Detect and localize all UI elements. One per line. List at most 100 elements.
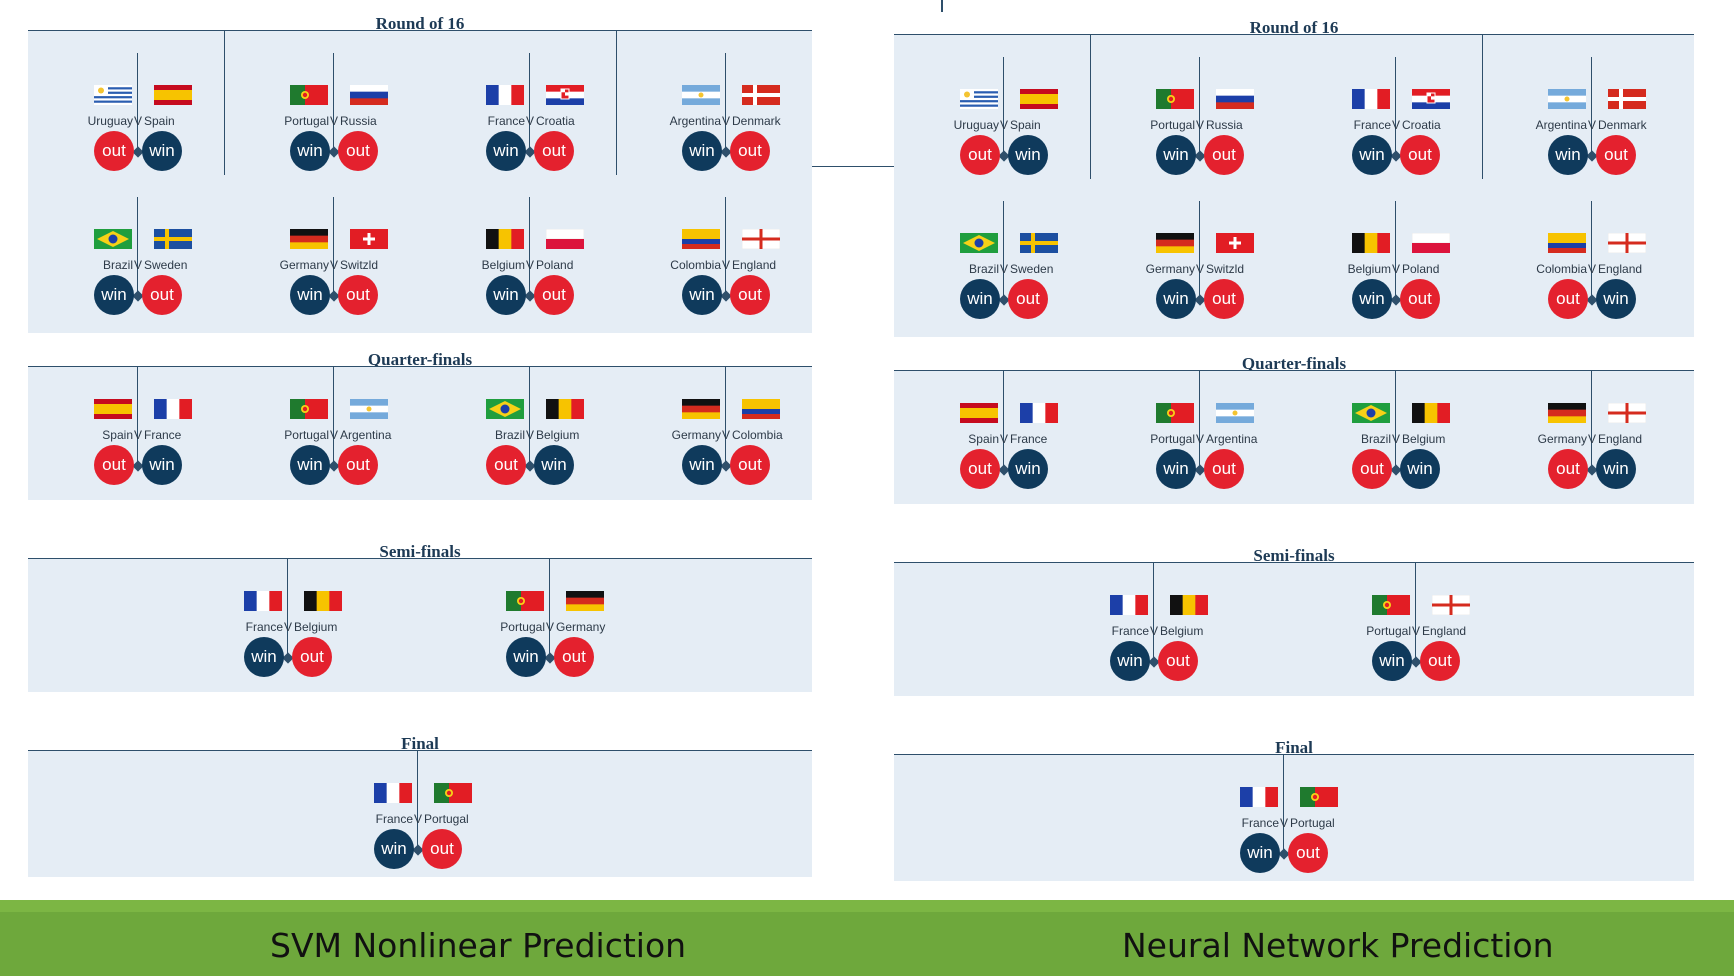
home-result-badge: win	[244, 637, 284, 677]
match: Colombia V England win out	[670, 197, 780, 325]
round-title: Round of 16	[375, 14, 465, 33]
away-result-badge: out	[730, 275, 770, 315]
away-result-badge: out	[1420, 641, 1460, 681]
home-result-badge: win	[94, 275, 134, 315]
france-flag-icon	[154, 399, 192, 419]
versus-label: V	[1391, 432, 1400, 446]
belgium-flag-icon	[486, 229, 524, 249]
round-top-line	[894, 562, 1694, 563]
away-team-name: England	[1598, 432, 1643, 446]
home-team-name: Spain	[968, 432, 999, 446]
match-connector-line	[1003, 57, 1004, 157]
versus-label: V	[721, 428, 730, 442]
home-result-badge: win	[1352, 135, 1392, 175]
match-connector-line	[725, 53, 726, 153]
away-result-badge: out	[142, 275, 182, 315]
home-team-name: France	[1111, 624, 1149, 638]
portugal-flag-icon	[1156, 89, 1194, 109]
bracket-divider	[1482, 35, 1483, 179]
home-result-badge: win	[1240, 833, 1280, 873]
neural-network-prediction-label: Neural Network Prediction	[1122, 926, 1554, 965]
match: Brazil V Sweden win out	[954, 201, 1058, 329]
colombia-flag-icon	[1548, 233, 1586, 253]
match-connector-line	[1395, 201, 1396, 301]
away-team-name: Croatia	[536, 114, 575, 128]
match-connector-line	[333, 367, 334, 467]
away-result-badge: out	[292, 637, 332, 677]
denmark-flag-icon	[742, 85, 780, 105]
versus-label: V	[1195, 118, 1204, 132]
match-connector-line	[529, 367, 530, 467]
away-result-badge: out	[1596, 135, 1636, 175]
match-connector-line	[1199, 201, 1200, 301]
round-quarter-finals: Quarter-finals Spain V France out win Portugal…	[894, 354, 1694, 504]
home-team-name: Brazil	[1360, 432, 1391, 446]
round-semi-finals: Semi-finals France V Belgium win out Portugal V…	[28, 542, 812, 692]
round-top-line	[894, 34, 1694, 35]
versus-label: V	[329, 114, 338, 128]
round-box: Spain V France out win Portugal V Argentina win o…	[894, 371, 1694, 504]
match-connector-line	[1591, 201, 1592, 301]
home-result-badge: win	[682, 275, 722, 315]
home-team-name: Argentina	[669, 114, 721, 128]
match-connector-line	[529, 197, 530, 297]
round-top-line	[28, 366, 812, 367]
belgium-flag-icon	[1170, 595, 1208, 615]
away-team-name: Poland	[1402, 262, 1440, 276]
versus-label: V	[525, 428, 534, 442]
home-team-name: Portugal	[284, 114, 329, 128]
match-connector-line	[1591, 371, 1592, 471]
match: Belgium V Poland win out	[480, 197, 584, 325]
round-title: Semi-finals	[379, 542, 461, 561]
away-team-name: Spain	[1010, 118, 1041, 132]
poland-flag-icon	[1412, 233, 1450, 253]
versus-label: V	[1391, 262, 1400, 276]
footer-bar: SVM Nonlinear Prediction Neural Network …	[0, 900, 1734, 976]
france-flag-icon	[1020, 403, 1058, 423]
away-result-badge: out	[730, 131, 770, 171]
away-team-name: Portugal	[424, 812, 469, 826]
match: Colombia V England out win	[1536, 201, 1646, 329]
match-connector-line	[137, 197, 138, 297]
home-result-badge: win	[374, 829, 414, 869]
match: Spain V France out win	[88, 367, 192, 495]
home-team-name: Portugal	[284, 428, 329, 442]
argentina-flag-icon	[1548, 89, 1586, 109]
home-team-name: Argentina	[1535, 118, 1587, 132]
home-team-name: Portugal	[1150, 432, 1195, 446]
home-team-name: Brazil	[968, 262, 999, 276]
colombia-flag-icon	[742, 399, 780, 419]
home-team-name: Germany	[279, 258, 329, 272]
portugal-flag-icon	[290, 399, 328, 419]
versus-label: V	[329, 258, 338, 272]
away-result-badge: out	[338, 131, 378, 171]
away-result-badge: win	[1400, 449, 1440, 489]
away-result-badge: out	[730, 445, 770, 485]
away-result-badge: win	[142, 131, 182, 171]
home-team-name: France	[375, 812, 413, 826]
away-result-badge: win	[142, 445, 182, 485]
versus-label: V	[413, 812, 422, 826]
match: Belgium V Poland win out	[1346, 201, 1450, 329]
bracket-connector-stub	[941, 0, 943, 12]
home-team-name: Portugal	[1150, 118, 1195, 132]
home-result-badge: win	[960, 279, 1000, 319]
home-result-badge: win	[290, 131, 330, 171]
away-team-name: Russia	[340, 114, 377, 128]
portugal-flag-icon	[506, 591, 544, 611]
match: Spain V France out win	[954, 371, 1058, 499]
bracket-divider	[1090, 35, 1091, 179]
away-team-name: Sweden	[144, 258, 188, 272]
round-title: Round of 16	[1249, 18, 1339, 37]
england-flag-icon	[742, 229, 780, 249]
uruguay-flag-icon	[960, 89, 998, 109]
home-team-name: France	[1353, 118, 1391, 132]
round-title: Quarter-finals	[367, 350, 473, 369]
russia-flag-icon	[350, 85, 388, 105]
round-box: Uruguay V Spain out win Portugal V Russia win out…	[28, 31, 812, 333]
away-result-badge: out	[1400, 135, 1440, 175]
away-result-badge: out	[1288, 833, 1328, 873]
home-result-badge: win	[506, 637, 546, 677]
away-result-badge: out	[1204, 279, 1244, 319]
bracket-divider	[616, 31, 617, 175]
